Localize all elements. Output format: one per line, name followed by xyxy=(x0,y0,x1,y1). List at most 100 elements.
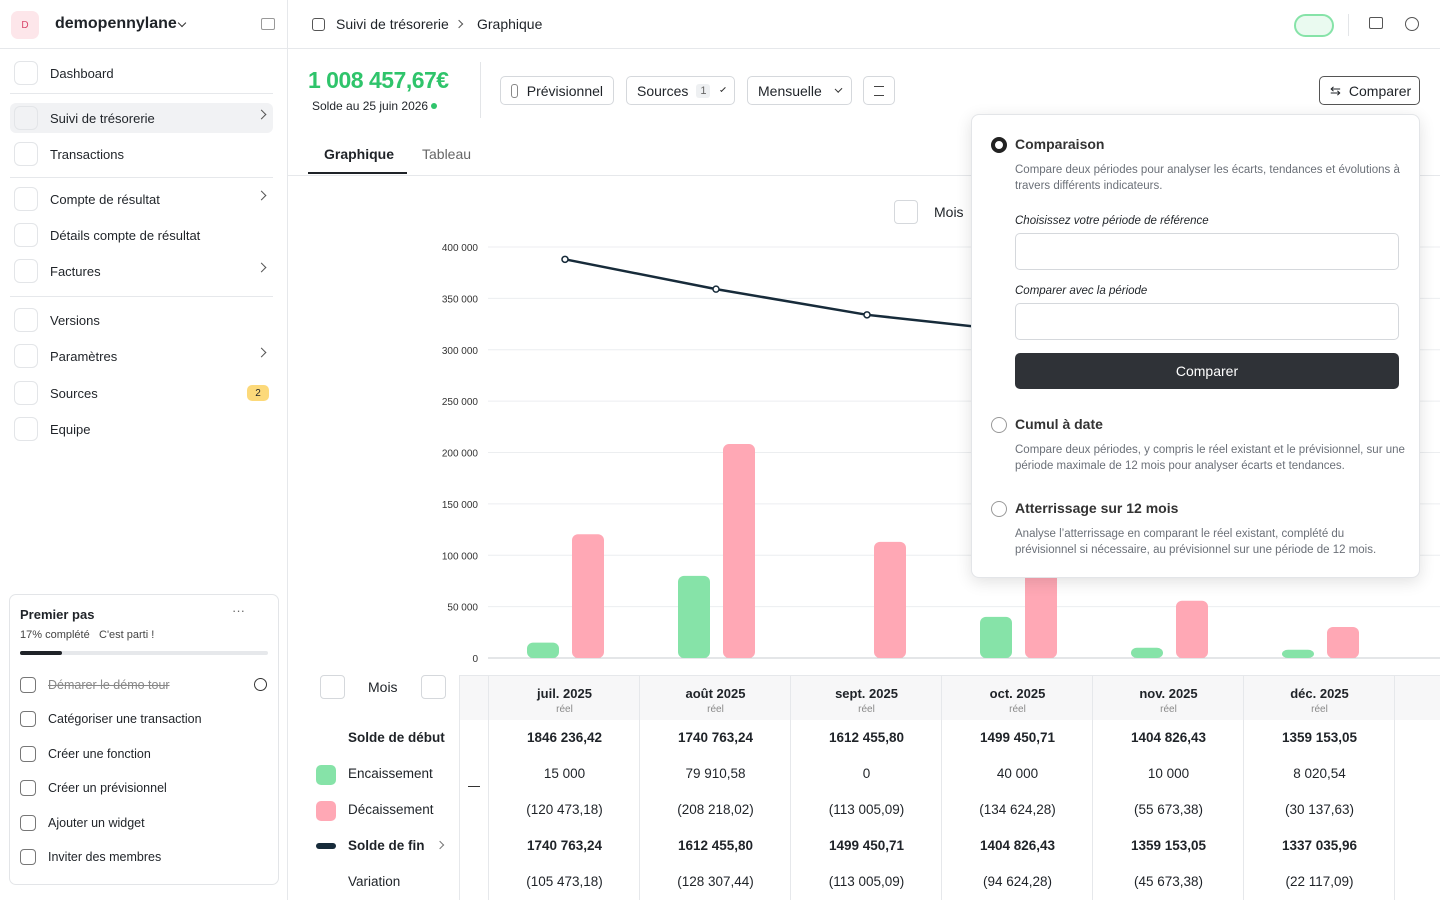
column-kind: réel xyxy=(1160,704,1177,715)
cell: 1359 153,05 xyxy=(1130,838,1207,853)
nav-item[interactable]: Factures xyxy=(10,256,273,286)
assistant-icon[interactable] xyxy=(1294,14,1334,37)
nav-item[interactable]: Equipe xyxy=(10,414,273,444)
task[interactable]: Ajouter un widget xyxy=(20,815,145,831)
cell: (120 473,18) xyxy=(526,802,603,817)
column-border xyxy=(790,675,791,900)
cell: 1404 826,43 xyxy=(1130,730,1207,745)
balance-amount: 1 008 457,67€ xyxy=(308,67,449,93)
table-prev[interactable] xyxy=(320,675,345,699)
column-border xyxy=(1243,675,1244,900)
cell: 1846 236,42 xyxy=(526,730,603,745)
nav-item[interactable]: Compte de résultat xyxy=(10,184,273,214)
task-label: Inviter des membres xyxy=(48,850,162,864)
column-border xyxy=(1092,675,1093,900)
cell: 1359 153,05 xyxy=(1281,730,1358,745)
button-label: Comparer xyxy=(1348,82,1412,99)
nav-item-active[interactable]: Suivi de trésorerie xyxy=(10,103,273,133)
task[interactable]: Créer un prévisionnel xyxy=(20,780,167,796)
cell: 15 000 xyxy=(543,766,586,781)
bar xyxy=(1131,647,1163,658)
nav-label: Paramètres xyxy=(50,348,118,364)
expand-chevron xyxy=(435,840,445,850)
nav-label: Versions xyxy=(50,312,100,328)
compare-button[interactable]: ⇆ Comparer xyxy=(1319,76,1420,105)
forecast-toggle[interactable]: Prévisionnel xyxy=(500,76,614,105)
cell: (113 005,09) xyxy=(828,874,905,889)
task[interactable]: Catégoriser une transaction xyxy=(20,711,202,727)
y-tick-label: 250 000 xyxy=(442,397,479,408)
nav-label: Compte de résultat xyxy=(50,191,160,207)
task-label: Catégoriser une transaction xyxy=(48,712,202,726)
task[interactable]: Inviter des membres xyxy=(20,849,161,865)
cell: 1612 455,80 xyxy=(828,730,905,745)
tab-active[interactable]: Graphique xyxy=(324,146,395,162)
cell: 1740 763,24 xyxy=(677,730,754,745)
task[interactable]: Créer une fonction xyxy=(20,746,151,762)
y-tick-label: 350 000 xyxy=(442,294,479,305)
progress-fill xyxy=(20,651,63,655)
bar xyxy=(980,616,1012,658)
avatar: D xyxy=(11,11,39,39)
tab[interactable]: Tableau xyxy=(422,146,472,162)
breadcrumb-item[interactable]: Suivi de trésorerie xyxy=(336,16,449,32)
field-label: Comparer avec la période xyxy=(1015,285,1148,297)
column-month: sept. 2025 xyxy=(835,686,898,701)
balance-caption: Solde au 25 juin 2026 xyxy=(312,99,429,113)
bar xyxy=(1282,649,1314,658)
nav-label: Dashboard xyxy=(50,65,114,81)
column-kind: réel xyxy=(858,704,875,715)
nav-item[interactable]: Dashboard xyxy=(10,58,273,88)
table-next[interactable] xyxy=(421,675,446,699)
column-border xyxy=(1394,675,1395,900)
task-label: Ajouter un widget xyxy=(48,816,145,830)
radio[interactable] xyxy=(991,501,1007,517)
row-label: Solde de fin xyxy=(348,838,425,853)
radio[interactable] xyxy=(991,417,1007,433)
bar xyxy=(527,642,559,658)
reference-input[interactable] xyxy=(1015,233,1399,270)
onboarding-menu[interactable]: ··· xyxy=(232,603,245,618)
progress-track xyxy=(20,651,268,655)
chat-icon[interactable] xyxy=(1369,17,1383,29)
chart-prev[interactable] xyxy=(894,200,918,224)
collapse-button[interactable] xyxy=(261,18,275,30)
workspace-name[interactable]: demopennylane xyxy=(55,15,177,32)
point xyxy=(712,285,720,293)
sources-dropdown[interactable]: Sources 1 xyxy=(626,76,735,105)
nav-item[interactable]: Sources 2 xyxy=(10,378,273,408)
nav-item[interactable]: Versions xyxy=(10,305,273,335)
bar xyxy=(678,575,710,658)
radio-checked[interactable] xyxy=(991,137,1007,153)
cell: 10 000 xyxy=(1147,766,1190,781)
cell: 1740 763,24 xyxy=(526,838,603,853)
table-header-bg xyxy=(459,675,1440,720)
task-label: Démarer le démo tour xyxy=(48,678,170,692)
scroll-back[interactable] xyxy=(459,675,489,900)
y-tick-label: 300 000 xyxy=(442,346,479,357)
period-dropdown[interactable]: Mensuelle xyxy=(747,76,852,105)
nav-label: Suivi de trésorerie xyxy=(50,110,155,126)
cell: (94 624,28) xyxy=(982,874,1053,889)
cell: 1499 450,71 xyxy=(828,838,905,853)
option-title: Atterrissage sur 12 mois xyxy=(1015,500,1179,516)
cell: (208 218,02) xyxy=(677,802,754,817)
status-dot xyxy=(431,103,437,109)
nav-label: Détails compte de résultat xyxy=(50,227,201,243)
option-description: Analyse l’atterrissage en comparant le r… xyxy=(1015,528,1377,556)
task[interactable]: Démarer le démo tour xyxy=(20,677,170,693)
option-description: Compare deux périodes, y compris le réel… xyxy=(1015,444,1405,472)
option-description: Compare deux périodes pour analyser les … xyxy=(1015,164,1400,192)
submit-button[interactable]: Comparer xyxy=(1015,353,1399,389)
legend-swatch xyxy=(316,843,336,849)
column-kind: réel xyxy=(556,704,573,715)
onboarding-cta[interactable]: C'est parti ! xyxy=(99,629,155,641)
cell: (105 473,18) xyxy=(526,874,603,889)
nav-item[interactable]: Paramètres xyxy=(10,341,273,371)
help-icon[interactable] xyxy=(1405,17,1419,31)
compare-input[interactable] xyxy=(1015,303,1399,340)
nav-item[interactable]: Détails compte de résultat xyxy=(10,220,273,250)
nav-item[interactable]: Transactions xyxy=(10,139,273,169)
cell: (30 137,63) xyxy=(1284,802,1355,817)
settings-button[interactable] xyxy=(863,76,895,105)
